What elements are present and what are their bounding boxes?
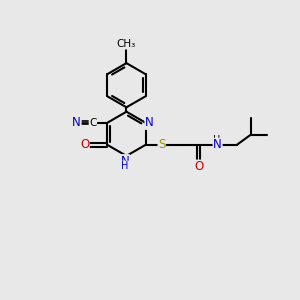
Text: N: N bbox=[121, 155, 129, 168]
Text: O: O bbox=[194, 160, 203, 173]
Text: N: N bbox=[72, 116, 81, 129]
Text: CH₃: CH₃ bbox=[117, 39, 136, 49]
Text: C: C bbox=[89, 118, 97, 128]
Text: H: H bbox=[121, 161, 129, 171]
Text: N: N bbox=[213, 138, 222, 151]
Text: O: O bbox=[80, 138, 89, 151]
Text: H: H bbox=[213, 135, 220, 145]
Text: N: N bbox=[145, 116, 154, 129]
Text: S: S bbox=[158, 138, 166, 151]
